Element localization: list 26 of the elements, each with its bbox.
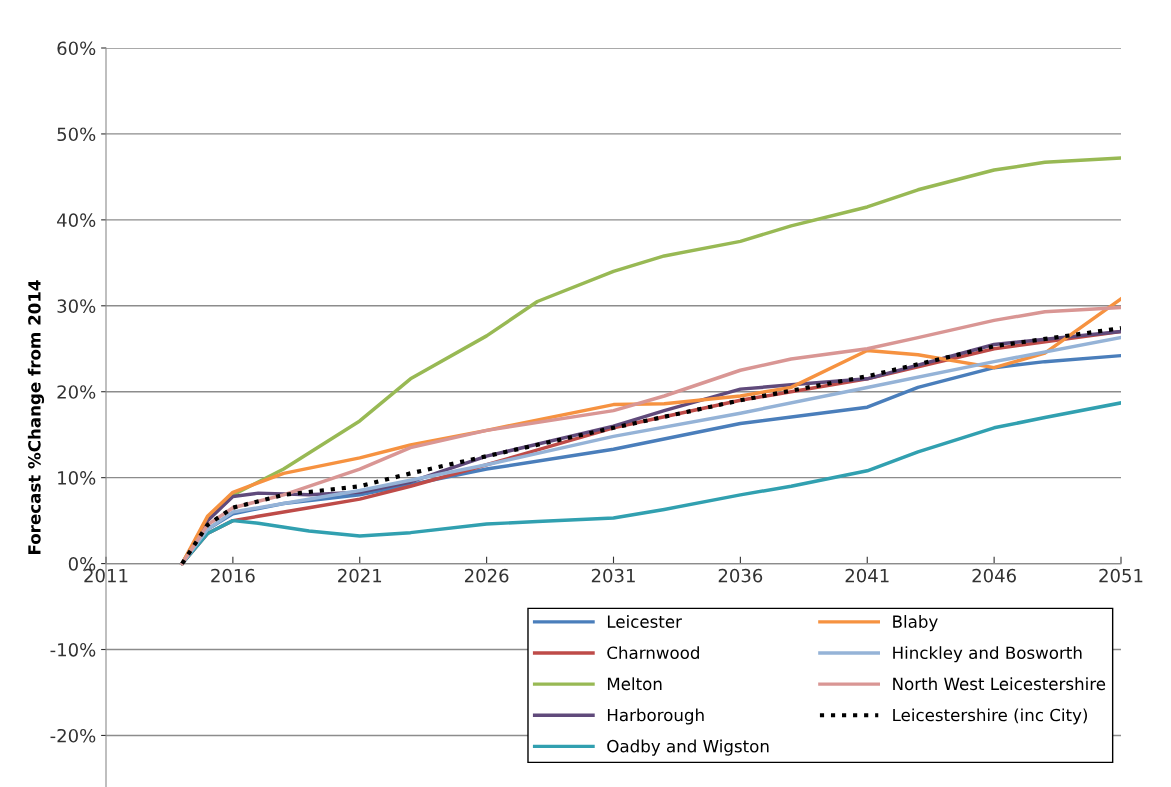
y-axis-title: Forecast %Change from 2014 bbox=[27, 280, 45, 554]
x-tick-label: 2036 bbox=[718, 568, 763, 583]
legend-label: Melton bbox=[607, 677, 662, 691]
y-tick-label: -20% bbox=[50, 728, 96, 743]
legend-label: Oadby and Wigston bbox=[607, 739, 769, 756]
y-tick-label: 30% bbox=[57, 299, 96, 313]
legend-label: Harborough bbox=[607, 708, 704, 725]
x-tick-label: 2016 bbox=[211, 568, 255, 583]
y-tick-label: 40% bbox=[57, 213, 96, 227]
x-tick-label: 2031 bbox=[591, 568, 635, 583]
legend-label: North West Leicestershire bbox=[893, 677, 1106, 691]
legend-label: Charnwood bbox=[607, 646, 699, 660]
x-tick-label: 2046 bbox=[972, 568, 1016, 583]
y-tick-label: 20% bbox=[57, 385, 96, 399]
y-tick-label: 60% bbox=[57, 41, 96, 56]
x-tick-label: 2026 bbox=[464, 568, 509, 583]
legend-label: Blaby bbox=[893, 615, 938, 632]
y-tick-label: -10% bbox=[50, 642, 96, 657]
y-tick-label: 50% bbox=[57, 127, 96, 142]
y-tick-label: 10% bbox=[58, 471, 96, 485]
legend-label: Leicestershire (inc City) bbox=[893, 708, 1088, 725]
x-tick-label: 2051 bbox=[1099, 568, 1143, 583]
x-tick-label: 2021 bbox=[338, 568, 382, 583]
x-tick-label: 2041 bbox=[845, 568, 889, 583]
legend-label: Hinckley and Bosworth bbox=[893, 646, 1082, 663]
legend-label: Leicester bbox=[607, 615, 682, 628]
